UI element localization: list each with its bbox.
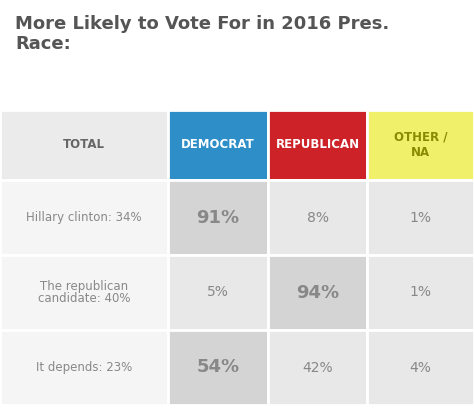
Text: 1%: 1% — [410, 286, 432, 300]
Text: 8%: 8% — [307, 211, 328, 225]
Bar — [0, 255, 168, 330]
Text: REPUBLICAN: REPUBLICAN — [275, 138, 360, 152]
Bar — [168, 110, 268, 180]
Bar — [268, 255, 367, 330]
Text: 4%: 4% — [410, 360, 432, 375]
Text: Race:: Race: — [15, 35, 71, 53]
Text: More Likely to Vote For in 2016 Pres.: More Likely to Vote For in 2016 Pres. — [15, 15, 389, 33]
Text: OTHER /
NA: OTHER / NA — [394, 131, 447, 159]
Text: It depends: 23%: It depends: 23% — [36, 361, 132, 374]
Text: 54%: 54% — [197, 358, 239, 377]
Text: 1%: 1% — [410, 211, 432, 225]
Text: TOTAL: TOTAL — [63, 138, 105, 152]
Bar — [0, 330, 168, 405]
Text: 91%: 91% — [197, 208, 239, 227]
Text: DEMOCRAT: DEMOCRAT — [181, 138, 255, 152]
Text: 42%: 42% — [302, 360, 333, 375]
Text: 94%: 94% — [296, 283, 339, 302]
Bar — [268, 330, 367, 405]
Bar — [168, 255, 268, 330]
Bar — [268, 110, 367, 180]
Text: The republican: The republican — [40, 280, 128, 293]
Bar — [268, 180, 367, 255]
Bar — [0, 110, 168, 180]
Bar — [168, 180, 268, 255]
Bar — [367, 110, 474, 180]
Bar — [0, 180, 168, 255]
Text: Hillary clinton: 34%: Hillary clinton: 34% — [27, 211, 142, 224]
Bar — [168, 330, 268, 405]
Bar — [367, 330, 474, 405]
Bar — [367, 255, 474, 330]
Text: 5%: 5% — [207, 286, 229, 300]
Text: candidate: 40%: candidate: 40% — [38, 292, 130, 305]
Bar — [367, 180, 474, 255]
